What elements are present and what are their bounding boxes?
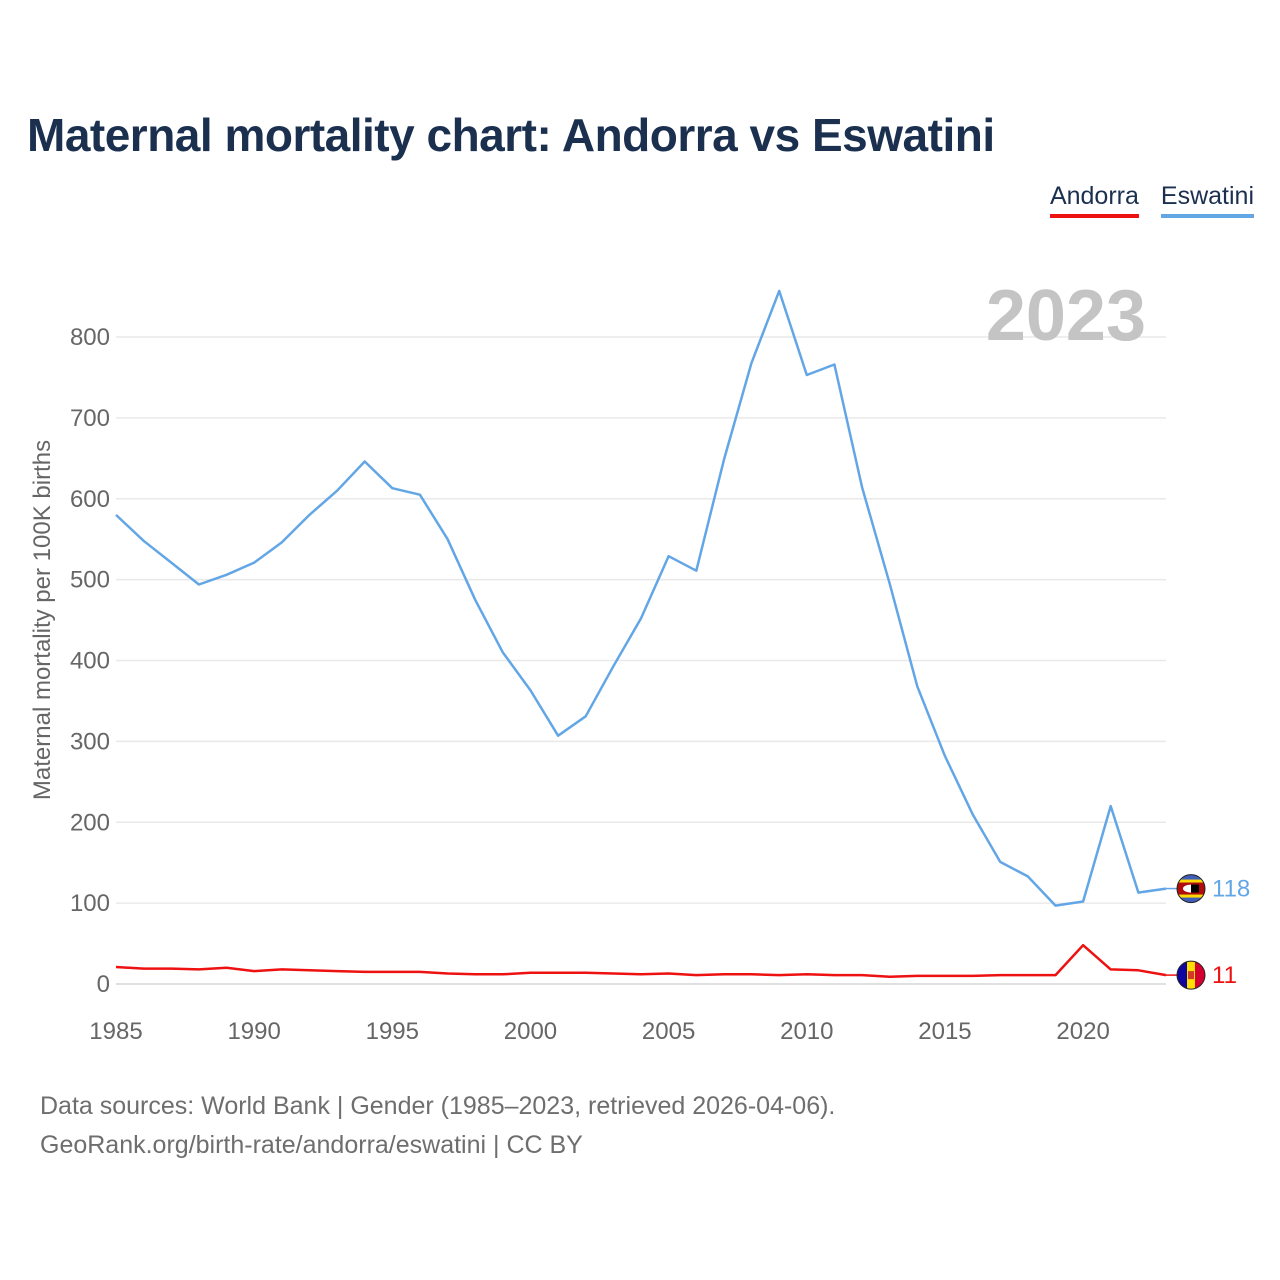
y-tick-label: 0 <box>97 971 110 998</box>
y-axis-label: Maternal mortality per 100K births <box>29 440 56 800</box>
x-tick-label: 2020 <box>1056 1018 1109 1045</box>
y-tick-label: 400 <box>70 648 110 675</box>
x-tick-label: 2010 <box>780 1018 833 1045</box>
x-tick-label: 1990 <box>227 1018 280 1045</box>
y-tick-label: 100 <box>70 890 110 917</box>
end-value-andorra: 11 <box>1212 962 1237 989</box>
x-tick-label: 2015 <box>918 1018 971 1045</box>
x-tick-label: 2000 <box>504 1018 557 1045</box>
x-axis-ticks: 1985 1990 1995 2000 2005 2010 2015 2020 <box>89 1018 1109 1045</box>
source-line-1: Data sources: World Bank | Gender (1985–… <box>40 1092 836 1120</box>
y-axis-ticks: 0 100 200 300 400 500 600 700 800 <box>70 324 110 998</box>
y-tick-label: 600 <box>70 486 110 513</box>
year-label: 2023 <box>986 276 1146 356</box>
end-value-eswatini: 118 <box>1212 876 1250 903</box>
y-tick-label: 700 <box>70 405 110 432</box>
end-markers: 11 118 <box>1166 874 1250 990</box>
x-tick-label: 1995 <box>366 1018 419 1045</box>
x-tick-label: 1985 <box>89 1018 142 1045</box>
eswatini-flag-icon <box>1176 874 1206 904</box>
legend: Andorra Eswatini <box>1049 182 1254 218</box>
y-tick-label: 800 <box>70 324 110 351</box>
y-tick-label: 200 <box>70 809 110 836</box>
chart-title: Maternal mortality chart: Andorra vs Esw… <box>27 109 995 161</box>
grid-lines <box>116 336 1166 985</box>
series-line-andorra[interactable] <box>115 943 1167 978</box>
source-line-2[interactable]: GeoRank.org/birth-rate/andorra/eswatini … <box>40 1131 583 1159</box>
y-tick-label: 300 <box>70 728 110 755</box>
legend-item-eswatini[interactable]: Eswatini <box>1160 182 1254 218</box>
legend-item-andorra[interactable]: Andorra <box>1049 182 1139 218</box>
series-line-eswatini[interactable] <box>115 289 1167 907</box>
series-lines <box>115 289 1167 978</box>
y-tick-label: 500 <box>70 567 110 594</box>
andorra-flag-icon <box>1176 960 1206 990</box>
x-tick-label: 2005 <box>642 1018 695 1045</box>
source-note: Data sources: World Bank | Gender (1985–… <box>40 1087 835 1165</box>
